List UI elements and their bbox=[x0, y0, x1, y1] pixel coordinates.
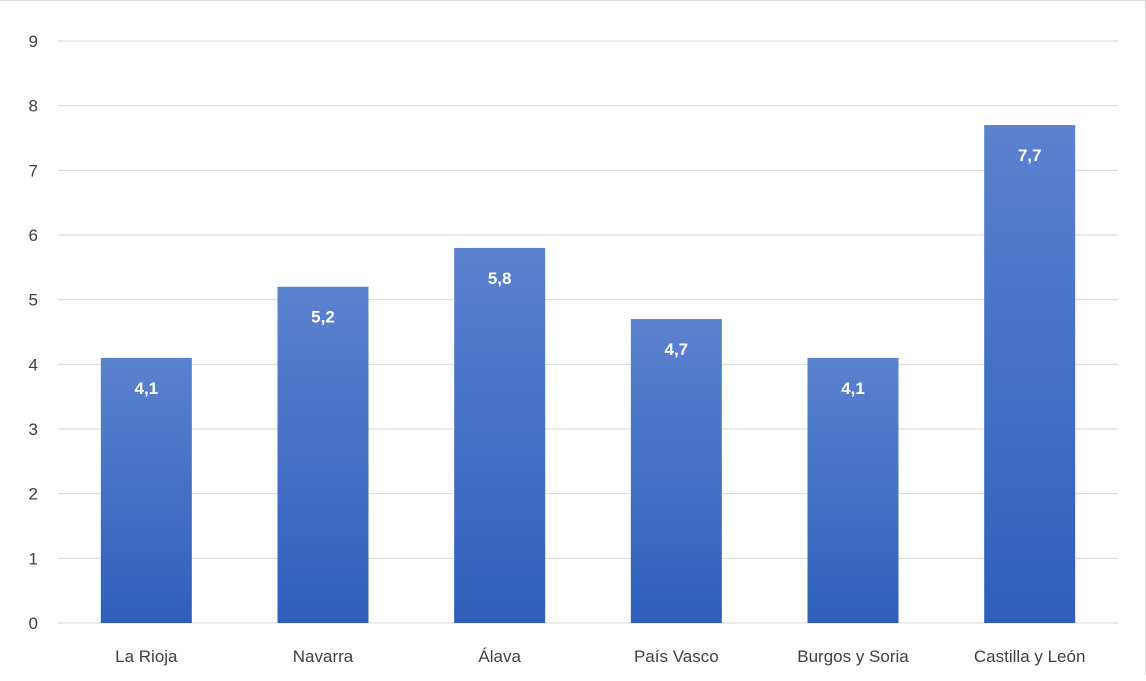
x-tick-label: Navarra bbox=[293, 647, 354, 666]
bar bbox=[984, 125, 1076, 624]
bars bbox=[100, 125, 1076, 624]
x-tick-label: País Vasco bbox=[634, 647, 719, 666]
data-label: 4,7 bbox=[665, 340, 689, 359]
gridlines bbox=[58, 40, 1118, 624]
y-tick-label: 1 bbox=[29, 549, 38, 568]
x-tick-label: Álava bbox=[478, 647, 521, 666]
x-axis-tick-labels: La Rioja Navarra Álava País Vasco Burgos y S… bbox=[115, 647, 1085, 666]
x-tick-label: Castilla y León bbox=[974, 647, 1086, 666]
bar bbox=[277, 286, 369, 623]
y-tick-label: 9 bbox=[29, 32, 38, 51]
y-tick-label: 8 bbox=[29, 97, 38, 116]
y-tick-label: 3 bbox=[29, 420, 38, 439]
bar bbox=[630, 319, 722, 623]
x-tick-label: Burgos y Soria bbox=[797, 647, 909, 666]
y-tick-label: 4 bbox=[29, 355, 38, 374]
y-tick-label: 7 bbox=[29, 161, 38, 180]
data-label: 4,1 bbox=[841, 379, 865, 398]
y-tick-label: 6 bbox=[29, 226, 38, 245]
bar bbox=[100, 357, 192, 623]
data-label: 7,7 bbox=[1018, 146, 1042, 165]
data-label: 5,8 bbox=[488, 269, 512, 288]
data-label: 5,2 bbox=[311, 308, 335, 327]
y-tick-label: 5 bbox=[29, 291, 38, 310]
bar bbox=[807, 357, 899, 623]
data-label: 4,1 bbox=[135, 379, 159, 398]
bar bbox=[454, 247, 546, 623]
y-axis-tick-labels: 0 1 2 3 4 5 6 7 8 9 bbox=[29, 32, 38, 633]
x-tick-label: La Rioja bbox=[115, 647, 178, 666]
y-tick-label: 2 bbox=[29, 485, 38, 504]
data-labels: 4,1 5,2 5,8 4,7 4,1 7,7 bbox=[135, 146, 1042, 398]
y-tick-label: 0 bbox=[29, 614, 38, 633]
